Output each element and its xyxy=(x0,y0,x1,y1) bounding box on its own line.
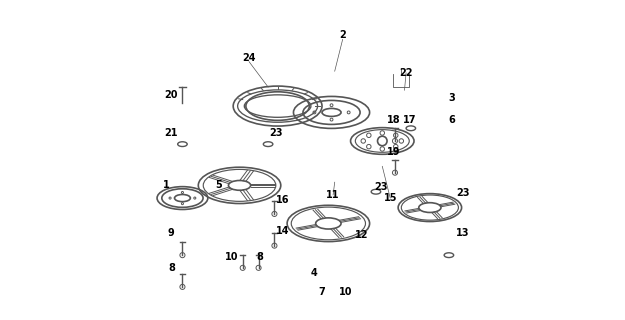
Text: 8: 8 xyxy=(257,252,264,262)
Text: 24: 24 xyxy=(242,53,256,63)
Text: 7: 7 xyxy=(319,287,326,297)
Text: 23: 23 xyxy=(269,128,282,138)
Text: 13: 13 xyxy=(456,228,470,238)
Text: 18: 18 xyxy=(387,115,400,125)
Text: 9: 9 xyxy=(168,228,175,238)
Text: 4: 4 xyxy=(311,268,318,278)
Text: 12: 12 xyxy=(355,229,368,240)
Text: 11: 11 xyxy=(326,190,340,200)
Text: 17: 17 xyxy=(402,115,416,125)
Text: 15: 15 xyxy=(384,193,397,203)
Text: 1: 1 xyxy=(163,180,170,190)
Text: 2: 2 xyxy=(339,30,346,40)
Text: 5: 5 xyxy=(216,180,222,190)
Text: 21: 21 xyxy=(164,128,178,138)
Text: 3: 3 xyxy=(449,93,456,103)
Text: 19: 19 xyxy=(387,147,400,157)
Text: 10: 10 xyxy=(339,287,352,297)
Text: 6: 6 xyxy=(449,115,456,125)
Text: 23: 23 xyxy=(456,188,470,198)
Text: 16: 16 xyxy=(276,195,289,205)
Text: 22: 22 xyxy=(399,68,413,78)
Text: 10: 10 xyxy=(225,252,238,262)
Text: 14: 14 xyxy=(276,226,289,236)
Text: 23: 23 xyxy=(374,182,388,192)
Text: 8: 8 xyxy=(168,263,175,273)
Text: 20: 20 xyxy=(164,90,178,100)
